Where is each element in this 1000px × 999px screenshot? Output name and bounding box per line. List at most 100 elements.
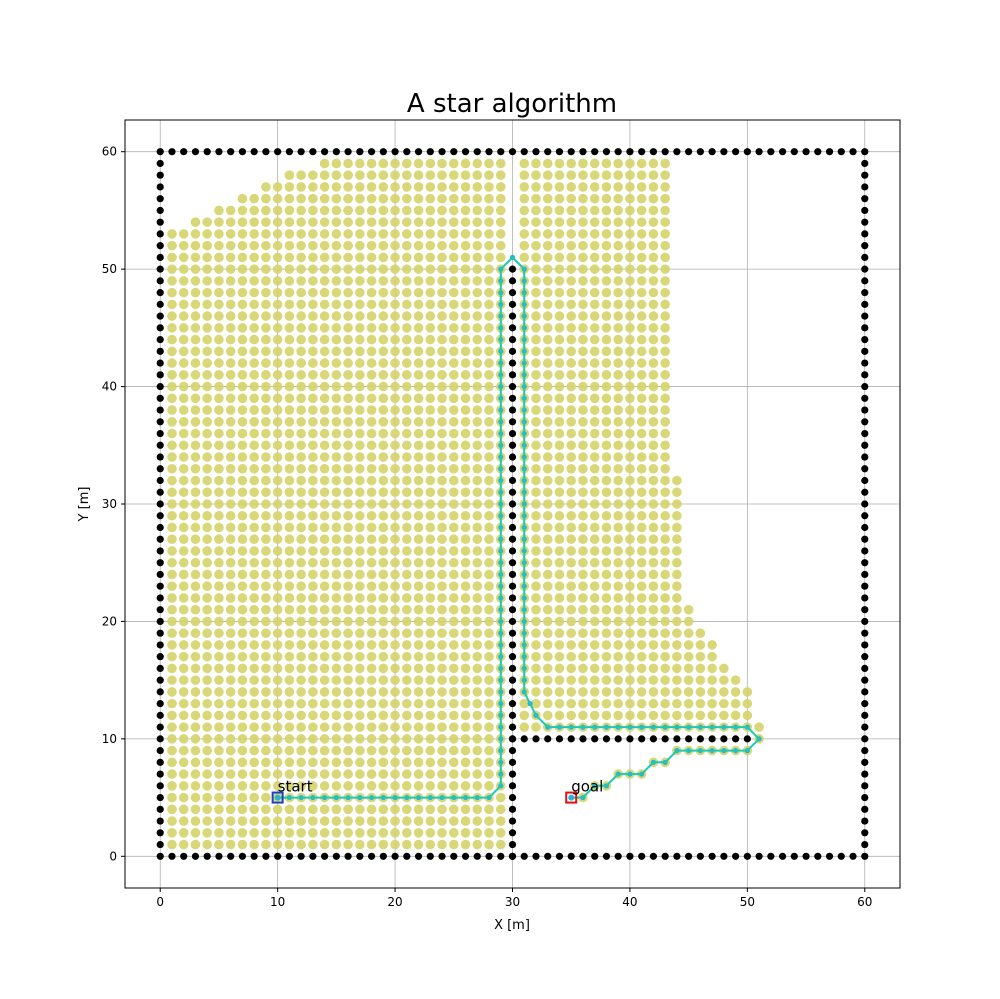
explored-node bbox=[437, 593, 447, 603]
explored-node bbox=[167, 334, 177, 345]
explored-node bbox=[296, 781, 306, 791]
explored-node bbox=[636, 393, 647, 404]
explored-node bbox=[237, 499, 248, 509]
explored-node bbox=[237, 675, 248, 685]
explored-node bbox=[167, 628, 177, 638]
obstacle-point bbox=[156, 453, 164, 461]
explored-node bbox=[542, 193, 553, 204]
obstacle-point bbox=[156, 418, 164, 426]
obstacle-point bbox=[861, 371, 869, 379]
explored-node bbox=[296, 252, 306, 263]
obstacle-point bbox=[743, 735, 751, 743]
explored-node bbox=[601, 522, 612, 533]
obstacle-point bbox=[696, 148, 704, 156]
explored-node bbox=[378, 323, 389, 333]
explored-node bbox=[531, 346, 541, 357]
explored-node bbox=[296, 698, 306, 709]
explored-node bbox=[566, 534, 577, 545]
explored-node bbox=[601, 604, 612, 615]
explored-node bbox=[296, 510, 306, 521]
explored-node bbox=[178, 757, 189, 768]
explored-node bbox=[601, 640, 612, 650]
explored-node bbox=[566, 546, 577, 556]
explored-node bbox=[613, 276, 623, 286]
explored-node bbox=[613, 229, 623, 239]
explored-node bbox=[578, 628, 588, 638]
explored-node bbox=[531, 698, 541, 709]
explored-node bbox=[437, 252, 447, 263]
explored-node bbox=[249, 687, 259, 697]
explored-node bbox=[284, 804, 295, 815]
explored-node bbox=[378, 416, 389, 427]
explored-node bbox=[167, 440, 177, 451]
explored-node bbox=[366, 475, 377, 486]
explored-node bbox=[648, 416, 659, 427]
explored-node bbox=[355, 804, 365, 815]
explored-node bbox=[448, 675, 459, 685]
explored-node bbox=[296, 722, 306, 732]
explored-node bbox=[284, 358, 295, 368]
explored-node bbox=[531, 240, 541, 251]
explored-node bbox=[472, 358, 483, 368]
explored-node bbox=[554, 663, 565, 674]
explored-node bbox=[202, 240, 212, 251]
explored-node bbox=[402, 193, 412, 204]
explored-node bbox=[237, 405, 248, 415]
explored-node bbox=[214, 240, 224, 251]
explored-node bbox=[296, 593, 306, 603]
explored-node bbox=[531, 416, 541, 427]
explored-node bbox=[472, 205, 483, 216]
explored-node bbox=[472, 757, 483, 768]
explored-node bbox=[413, 769, 424, 779]
explored-node bbox=[636, 452, 647, 462]
explored-node bbox=[660, 510, 670, 521]
explored-node bbox=[261, 311, 271, 321]
explored-node bbox=[660, 616, 670, 627]
explored-node bbox=[495, 158, 506, 169]
explored-node bbox=[554, 264, 565, 274]
explored-node bbox=[249, 252, 259, 263]
explored-node bbox=[167, 734, 177, 744]
explored-node bbox=[190, 581, 201, 592]
explored-node bbox=[413, 616, 424, 627]
explored-node bbox=[178, 370, 189, 380]
explored-node bbox=[578, 510, 588, 521]
explored-node bbox=[261, 229, 271, 239]
obstacle-point bbox=[861, 829, 869, 837]
explored-node bbox=[636, 546, 647, 556]
explored-node bbox=[319, 604, 330, 615]
explored-node bbox=[601, 581, 612, 592]
obstacle-point bbox=[732, 735, 740, 743]
explored-node bbox=[413, 276, 424, 286]
explored-node bbox=[601, 628, 612, 638]
explored-node bbox=[460, 745, 471, 756]
obstacle-point bbox=[156, 793, 164, 802]
explored-node bbox=[202, 769, 212, 779]
explored-node bbox=[413, 581, 424, 592]
explored-node bbox=[402, 710, 412, 721]
explored-node bbox=[648, 193, 659, 204]
explored-node bbox=[331, 781, 342, 791]
explored-node bbox=[648, 334, 659, 345]
explored-node bbox=[578, 205, 588, 216]
obstacle-point bbox=[356, 852, 364, 860]
explored-node bbox=[390, 534, 400, 545]
obstacle-point bbox=[861, 441, 869, 449]
explored-node bbox=[331, 593, 342, 603]
obstacle-point bbox=[861, 770, 869, 778]
explored-node bbox=[178, 381, 189, 392]
explored-node bbox=[613, 581, 623, 592]
explored-node bbox=[613, 358, 623, 368]
explored-node bbox=[625, 651, 635, 662]
explored-node bbox=[495, 240, 506, 251]
explored-node bbox=[413, 722, 424, 732]
obstacle-point bbox=[861, 512, 869, 520]
explored-node bbox=[472, 240, 483, 251]
explored-node bbox=[484, 804, 494, 815]
explored-node bbox=[296, 452, 306, 462]
explored-node bbox=[308, 346, 318, 357]
obstacle-point bbox=[156, 676, 164, 684]
explored-node bbox=[261, 534, 271, 545]
explored-node bbox=[402, 804, 412, 815]
explored-node bbox=[378, 334, 389, 345]
